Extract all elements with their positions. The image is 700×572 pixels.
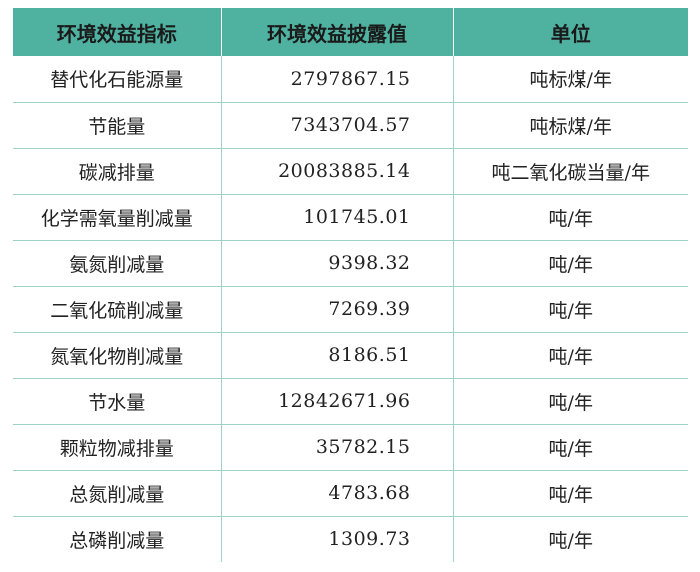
- indicator-name: 氨氮削减量: [13, 240, 222, 287]
- indicator-name: 二氧化硫削减量: [13, 286, 222, 333]
- table-row: 节能量 7343704.57 吨标煤/年: [13, 102, 688, 149]
- indicator-unit: 吨/年: [453, 240, 688, 287]
- table-row: 替代化石能源量 2797867.15 吨标煤/年: [13, 56, 688, 103]
- indicator-name: 节能量: [13, 102, 222, 149]
- header-value: 环境效益披露值: [221, 8, 454, 56]
- indicator-unit: 吨/年: [453, 516, 688, 562]
- table-row: 总氮削减量 4783.68 吨/年: [13, 470, 688, 517]
- table-row: 总磷削减量 1309.73 吨/年: [13, 516, 688, 562]
- indicator-value: 12842671.96: [221, 378, 454, 425]
- environmental-benefit-table: 环境效益指标 环境效益披露值 单位 替代化石能源量 2797867.15 吨标煤…: [13, 8, 688, 562]
- indicator-unit: 吨/年: [453, 378, 688, 425]
- indicator-name: 化学需氧量削减量: [13, 194, 222, 241]
- table-row: 氮氧化物削减量 8186.51 吨/年: [13, 332, 688, 379]
- header-row: 环境效益指标 环境效益披露值 单位: [13, 8, 688, 56]
- indicator-value: 35782.15: [221, 424, 454, 471]
- table-row: 化学需氧量削减量 101745.01 吨/年: [13, 194, 688, 241]
- indicator-value: 7343704.57: [221, 102, 454, 149]
- indicator-value: 101745.01: [221, 194, 454, 241]
- table-row: 二氧化硫削减量 7269.39 吨/年: [13, 286, 688, 333]
- indicator-unit: 吨/年: [453, 332, 688, 379]
- header-unit: 单位: [453, 8, 688, 56]
- indicator-name: 总氮削减量: [13, 470, 222, 517]
- indicator-unit: 吨二氧化碳当量/年: [453, 148, 688, 195]
- indicator-name: 节水量: [13, 378, 222, 425]
- table-header: 环境效益指标 环境效益披露值 单位: [13, 8, 688, 56]
- table-row: 颗粒物减排量 35782.15 吨/年: [13, 424, 688, 471]
- indicator-unit: 吨/年: [453, 470, 688, 517]
- indicator-name: 碳减排量: [13, 148, 222, 195]
- indicator-name: 颗粒物减排量: [13, 424, 222, 471]
- indicator-unit: 吨/年: [453, 286, 688, 333]
- indicator-value: 7269.39: [221, 286, 454, 333]
- header-indicator: 环境效益指标: [13, 8, 222, 56]
- indicator-value: 20083885.14: [221, 148, 454, 195]
- table-body: 替代化石能源量 2797867.15 吨标煤/年 节能量 7343704.57 …: [13, 56, 688, 562]
- indicator-unit: 吨标煤/年: [453, 102, 688, 149]
- indicator-unit: 吨标煤/年: [453, 56, 688, 103]
- indicator-name: 总磷削减量: [13, 516, 222, 562]
- indicator-value: 2797867.15: [221, 56, 454, 103]
- indicator-unit: 吨/年: [453, 194, 688, 241]
- indicator-value: 4783.68: [221, 470, 454, 517]
- table-row: 节水量 12842671.96 吨/年: [13, 378, 688, 425]
- table-row: 氨氮削减量 9398.32 吨/年: [13, 240, 688, 287]
- indicator-value: 8186.51: [221, 332, 454, 379]
- indicator-value: 9398.32: [221, 240, 454, 287]
- indicator-value: 1309.73: [221, 516, 454, 562]
- indicator-name: 替代化石能源量: [13, 56, 222, 103]
- indicator-unit: 吨/年: [453, 424, 688, 471]
- table-row: 碳减排量 20083885.14 吨二氧化碳当量/年: [13, 148, 688, 195]
- indicator-name: 氮氧化物削减量: [13, 332, 222, 379]
